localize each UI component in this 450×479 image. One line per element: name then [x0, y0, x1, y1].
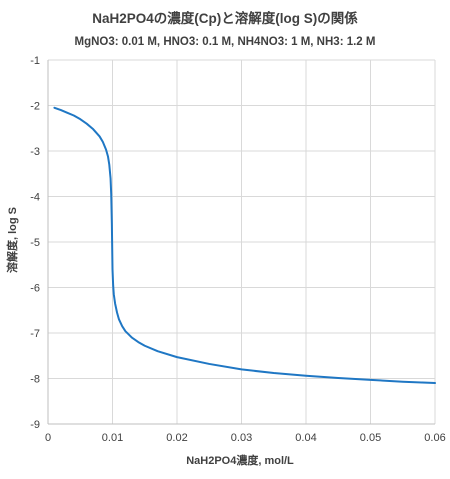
series-layer — [53, 106, 436, 385]
y-tick-label: -6 — [30, 283, 40, 295]
x-tick-label: 0.05 — [360, 432, 381, 444]
chart-title: NaH2PO4の濃度(Cp)と溶解度(log S)の関係 — [92, 10, 358, 26]
x-tick-label: 0.01 — [102, 432, 123, 444]
axes — [47, 60, 435, 425]
x-tick-label: 0 — [45, 432, 51, 444]
y-tick-label: -9 — [30, 419, 40, 431]
chart-subtitle: MgNO3: 0.01 M, HNO3: 0.1 M, NH4NO3: 1 M,… — [75, 36, 376, 48]
y-tick-label: -3 — [30, 146, 40, 158]
y-tick-label: -8 — [30, 374, 40, 386]
series-line — [53, 106, 436, 385]
y-tick-label: -4 — [30, 192, 40, 204]
y-tick-label: -5 — [30, 237, 40, 249]
y-tick-label: -7 — [30, 328, 40, 340]
x-axis-label: NaH2PO4濃度, mol/L — [186, 453, 294, 467]
tick-labels: -9 -8 -7 -6 -5 -4 -3 -2 -1 0 0.01 0.02 0.03 0.04 0.05 0… — [30, 55, 445, 444]
x-tick-label: 0.02 — [166, 432, 187, 444]
y-tick-label: -1 — [30, 55, 40, 67]
x-tick-label: 0.03 — [231, 432, 252, 444]
y-tick-label: -2 — [30, 101, 40, 113]
gridlines — [47, 59, 436, 425]
x-tick-label: 0.04 — [295, 432, 316, 444]
y-axis-label: 溶解度, log S — [5, 207, 19, 273]
x-tick-label: 0.06 — [424, 432, 445, 444]
